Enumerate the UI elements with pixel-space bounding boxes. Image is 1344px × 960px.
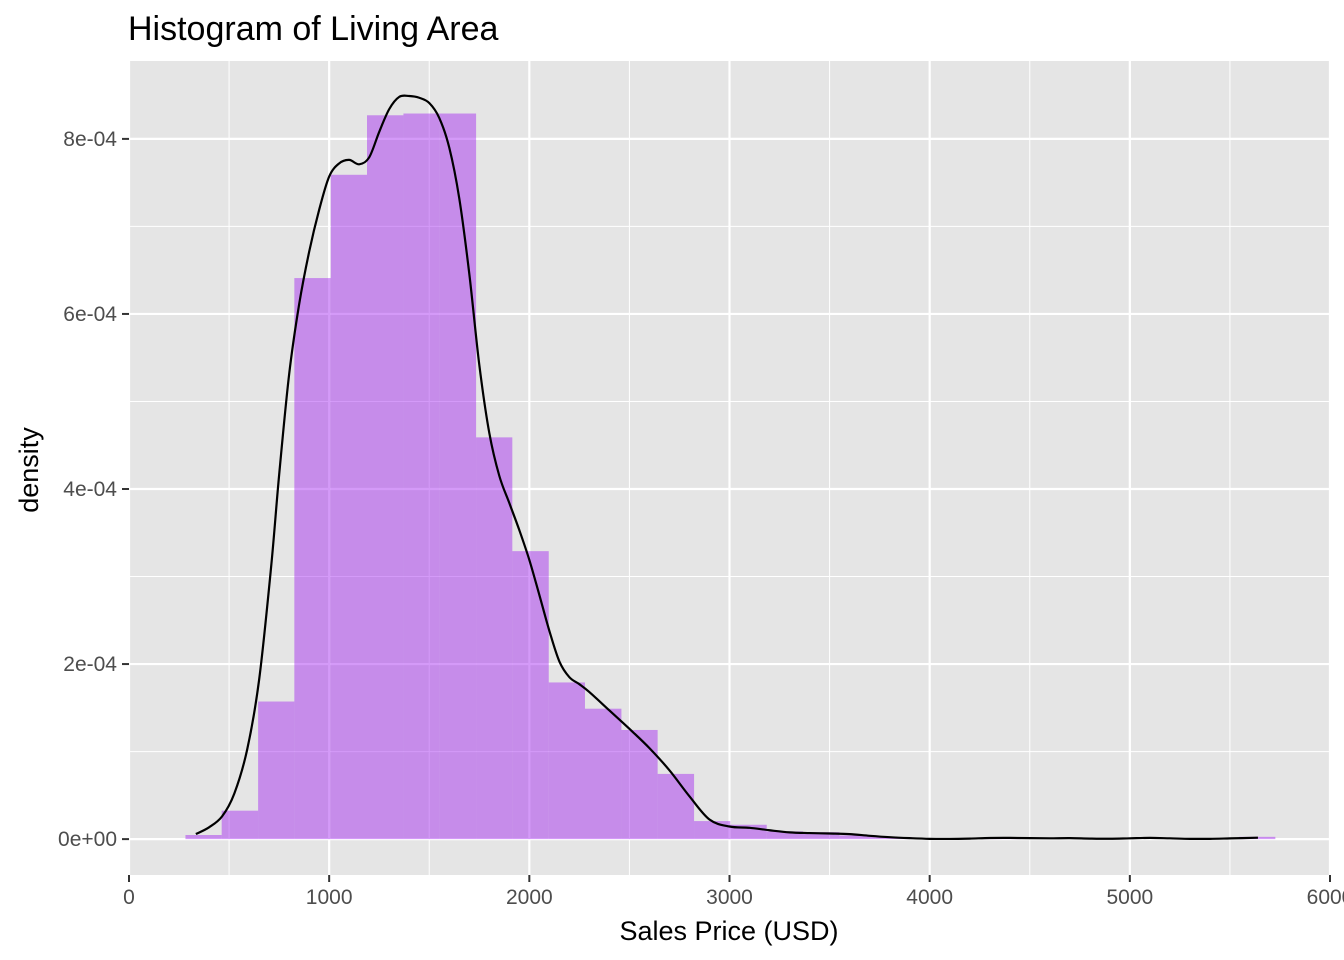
histogram-bar	[476, 437, 513, 840]
y-tick-label: 2e-04	[63, 653, 117, 676]
y-tick-label: 0e+00	[58, 828, 117, 851]
x-tick-label: 2000	[506, 886, 553, 909]
x-tick-label: 4000	[906, 886, 953, 909]
x-tick-label: 5000	[1106, 886, 1153, 909]
x-tick-label: 3000	[706, 886, 753, 909]
histogram-bar	[403, 113, 440, 840]
histogram-bar	[657, 773, 695, 840]
histogram-bars	[185, 113, 1276, 840]
histogram-bar	[330, 174, 367, 840]
histogram-bar	[221, 810, 259, 840]
chart-title: Histogram of Living Area	[128, 10, 498, 48]
histogram-bar	[258, 701, 295, 840]
histogram-bar	[766, 831, 803, 840]
histogram-bar	[802, 832, 840, 840]
y-tick-label: 4e-04	[63, 478, 117, 501]
histogram-bar	[439, 113, 477, 840]
y-tick-label: 8e-04	[63, 128, 117, 151]
histogram-bar	[512, 551, 549, 840]
y-axis: 0e+00 2e-04 4e-04 6e-04 8e-04	[58, 128, 129, 851]
y-tick-label: 6e-04	[63, 303, 117, 326]
x-axis: 0 1000 2000 3000 4000 5000 6000	[123, 875, 1344, 909]
histogram-bar	[694, 821, 731, 840]
x-tick-label: 6000	[1307, 886, 1344, 909]
y-axis-title: density	[14, 427, 44, 513]
histogram-bar	[839, 835, 876, 840]
histogram-bar	[548, 682, 585, 840]
x-axis-title: Sales Price (USD)	[619, 916, 838, 946]
histogram-bar	[621, 729, 658, 840]
histogram-bar	[294, 278, 331, 840]
density-curve	[195, 94, 1258, 841]
major-gridlines	[127, 61, 1332, 875]
histogram-bar	[366, 115, 404, 840]
histogram-bar	[584, 708, 622, 840]
histogram-bar	[185, 835, 222, 840]
x-tick-label: 1000	[306, 886, 353, 909]
x-tick-label: 0	[123, 886, 135, 909]
